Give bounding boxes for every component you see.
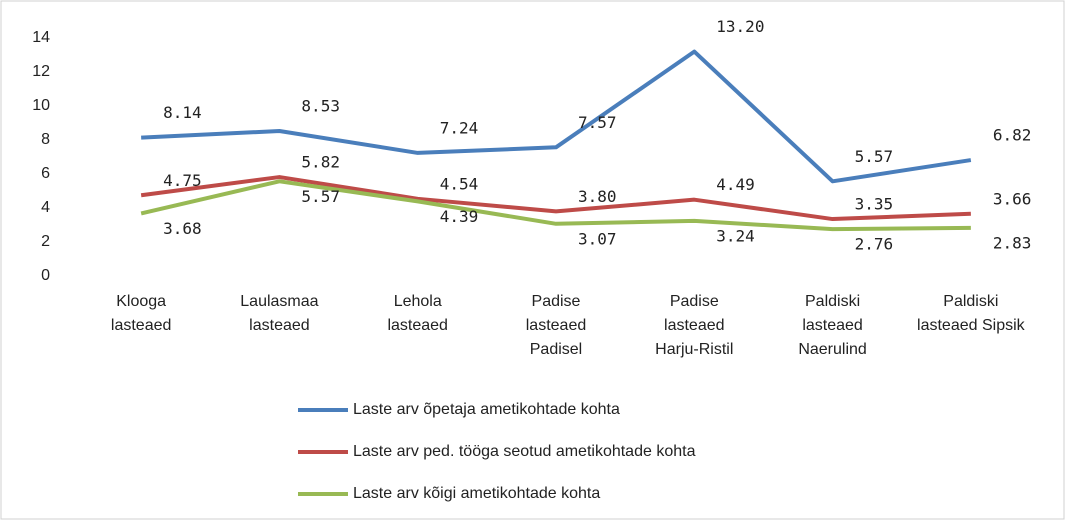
- x-tick-label: Padisel: [530, 341, 582, 358]
- data-label: 8.14: [163, 103, 202, 122]
- legend-label: Laste arv õpetaja ametikohtade kohta: [353, 401, 620, 418]
- data-label: 3.80: [578, 187, 617, 206]
- data-label: 4.75: [163, 171, 202, 190]
- legend-label: Laste arv kõigi ametikohtade kohta: [353, 485, 600, 502]
- x-tick-label: lasteaed: [249, 317, 310, 334]
- x-tick-label: lasteaed: [526, 317, 587, 334]
- x-tick-label: Klooga: [116, 293, 166, 310]
- x-tick-label: Lehola: [394, 293, 442, 310]
- y-tick-label: 8: [41, 131, 50, 148]
- data-label: 3.07: [578, 229, 617, 248]
- x-tick-label: Naerulind: [798, 341, 866, 358]
- x-tick-label: lasteaed Sipsik: [917, 317, 1026, 334]
- y-tick-label: 10: [32, 97, 50, 114]
- data-label: 13.20: [716, 17, 764, 36]
- x-tick-label: lasteaed: [664, 317, 725, 334]
- data-label: 6.82: [993, 126, 1032, 145]
- y-tick-label: 0: [41, 267, 50, 284]
- y-tick-label: 2: [41, 233, 50, 250]
- data-label: 4.49: [716, 175, 755, 194]
- data-label: 5.82: [301, 153, 340, 172]
- legend-label: Laste arv ped. tööga seotud ametikohtade…: [353, 443, 696, 460]
- data-label: 3.66: [993, 189, 1032, 208]
- y-tick-label: 6: [41, 165, 50, 182]
- data-label: 2.83: [993, 233, 1032, 252]
- y-tick-label: 12: [32, 63, 50, 80]
- series-line: [141, 49, 972, 184]
- data-label: 7.57: [578, 113, 617, 132]
- data-label: 3.68: [163, 219, 202, 238]
- data-label: 3.35: [855, 195, 894, 214]
- series-line: [140, 179, 971, 232]
- x-tick-label: Padise: [670, 293, 719, 310]
- x-tick-label: lasteaed: [111, 317, 172, 334]
- x-tick-label: Harju-Ristil: [655, 341, 733, 358]
- x-tick-label: Paldiski: [943, 293, 998, 310]
- y-tick-label: 14: [32, 29, 50, 46]
- x-tick-label: Laulasmaa: [240, 293, 318, 310]
- data-label: 5.57: [301, 187, 340, 206]
- data-label: 3.24: [716, 226, 755, 245]
- x-tick-label: Padise: [532, 293, 581, 310]
- data-label: 4.54: [440, 174, 479, 193]
- data-label: 4.39: [440, 207, 479, 226]
- x-tick-label: lasteaed: [802, 317, 863, 334]
- data-label: 5.57: [855, 147, 894, 166]
- x-tick-label: Paldiski: [805, 293, 860, 310]
- y-tick-label: 4: [41, 199, 50, 216]
- data-label: 8.53: [301, 96, 340, 115]
- series-line: [140, 175, 971, 222]
- data-label: 7.24: [440, 118, 479, 137]
- data-label: 2.76: [855, 235, 894, 254]
- x-tick-label: lasteaed: [387, 317, 448, 334]
